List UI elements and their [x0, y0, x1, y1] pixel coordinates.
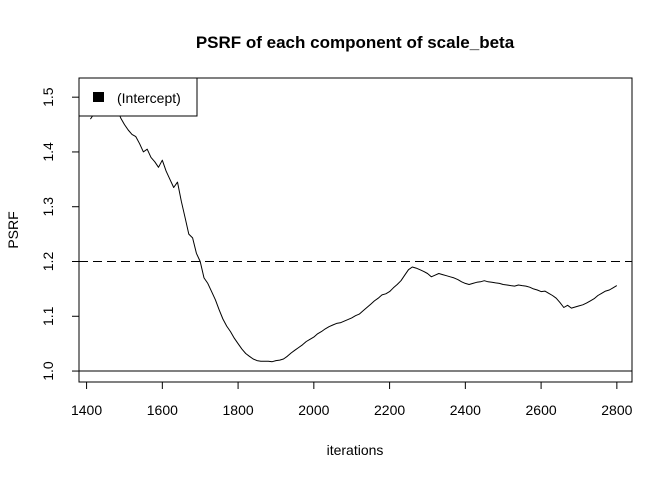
y-axis-label: PSRF	[5, 211, 21, 248]
chart-title: PSRF of each component of scale_beta	[196, 33, 515, 52]
series-group	[89, 102, 618, 363]
y-tick-label: 1.2	[40, 252, 56, 272]
x-axis: 1400 1600 1800 2000 2200 2400 2600 2800	[71, 381, 633, 418]
y-axis: 1.0 1.1 1.2 1.3 1.4 1.5	[40, 87, 80, 381]
x-axis-label: iterations	[327, 442, 384, 458]
x-tick-label: 2200	[374, 402, 405, 418]
y-tick-label: 1.4	[40, 142, 56, 162]
x-tick-label: 1800	[223, 402, 254, 418]
reference-lines	[79, 260, 632, 372]
x-tick-label: 2600	[526, 402, 557, 418]
x-tick-label: 2400	[450, 402, 481, 418]
series-line-intercept	[89, 102, 618, 363]
x-tick-label: 1400	[71, 402, 102, 418]
legend-swatch	[93, 92, 104, 102]
plot-frame	[78, 77, 633, 383]
x-tick-label: 1600	[147, 402, 178, 418]
y-tick-label: 1.0	[40, 361, 56, 381]
legend: (Intercept)	[78, 77, 198, 117]
x-tick-label: 2000	[298, 402, 329, 418]
y-tick-label: 1.1	[40, 306, 56, 326]
x-tick-label: 2800	[601, 402, 632, 418]
y-tick-label: 1.3	[40, 197, 56, 217]
y-tick-label: 1.5	[40, 87, 56, 107]
legend-entry-label: (Intercept)	[117, 90, 181, 106]
